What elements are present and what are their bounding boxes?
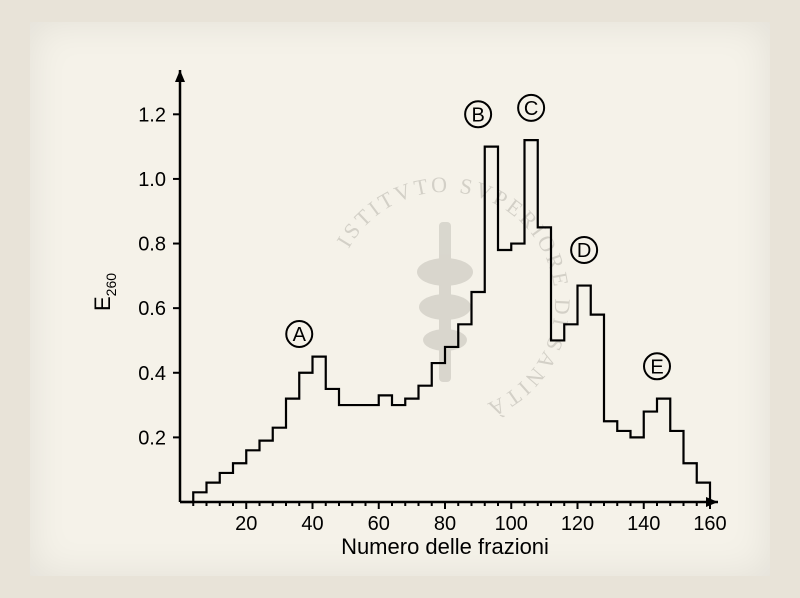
x-tick-label: 60: [368, 513, 390, 535]
svg-text:A: A: [293, 324, 307, 346]
svg-text:B: B: [471, 104, 484, 126]
y-tick-label: 1.0: [138, 169, 166, 191]
y-tick-label: 1.2: [138, 104, 166, 126]
peak-label-e: E: [644, 353, 670, 379]
chart-svg: ISTITVTO SVPERIORE DI SANITÀ204060801001…: [30, 22, 770, 576]
peak-label-a: A: [286, 321, 312, 347]
x-tick-label: 40: [301, 513, 323, 535]
peak-label-d: D: [571, 237, 597, 263]
svg-text:D: D: [577, 240, 591, 262]
y-tick-label: 0.4: [138, 363, 166, 385]
x-axis-title: Numero delle frazioni: [341, 534, 549, 559]
y-tick-label: 0.6: [138, 298, 166, 320]
x-tick-label: 100: [495, 513, 528, 535]
svg-text:C: C: [524, 98, 538, 120]
peak-label-b: B: [465, 101, 491, 127]
peak-label-c: C: [518, 95, 544, 121]
x-tick-label: 80: [434, 513, 456, 535]
y-tick-label: 0.8: [138, 234, 166, 256]
x-tick-label: 120: [561, 513, 594, 535]
y-axis-title: E260: [90, 273, 119, 311]
x-tick-label: 20: [235, 513, 257, 535]
y-tick-label: 0.2: [138, 427, 166, 449]
svg-text:E: E: [650, 356, 663, 378]
x-tick-label: 160: [693, 513, 726, 535]
svg-text:E260: E260: [90, 273, 119, 311]
x-tick-label: 140: [627, 513, 660, 535]
